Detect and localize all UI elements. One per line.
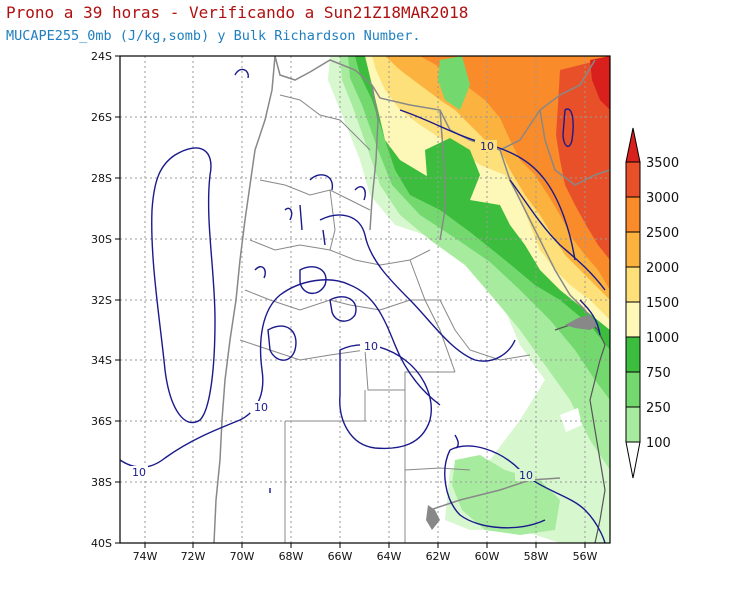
lat-tick-30s: 30S — [91, 233, 112, 246]
colorbar-seg-2000 — [625, 266, 641, 303]
richardson-contours — [120, 68, 606, 543]
colorbar-top-arrow — [625, 127, 641, 163]
lat-tick-34s: 34S — [91, 354, 112, 367]
colorbar-seg-3500 — [625, 161, 641, 198]
cape-peak-area — [590, 56, 610, 110]
lat-tick-40s: 40S — [91, 537, 112, 550]
colorbar-seg-1000 — [625, 336, 641, 373]
lon-tick-60w: 60W — [475, 550, 500, 563]
colorbar-label-100: 100 — [646, 436, 671, 451]
lon-tick-58w: 58W — [524, 550, 549, 563]
contour-label-3: 10 — [254, 401, 268, 414]
colorbar-seg-250 — [625, 406, 641, 443]
bay-outline — [426, 505, 440, 530]
lat-tick-36s: 36S — [91, 415, 112, 428]
colorbar-label-3000: 3000 — [646, 191, 679, 206]
lon-tick-72w: 72W — [181, 550, 206, 563]
colorbar-seg-2500 — [625, 231, 641, 268]
colorbar-label-750: 750 — [646, 366, 671, 381]
lat-tick-28s: 28S — [91, 172, 112, 185]
contour-label-1: 10 — [480, 140, 494, 153]
colorbar-seg-1500 — [625, 301, 641, 338]
colorbar-label-3500: 3500 — [646, 156, 679, 171]
lon-tick-62w: 62W — [426, 550, 451, 563]
map-subtitle: MUCAPE255_0mb (J/kg,somb) y Bulk Richard… — [6, 28, 421, 44]
axis-ticks — [115, 55, 586, 548]
lon-tick-74w: 74W — [133, 550, 158, 563]
lon-tick-68w: 68W — [279, 550, 304, 563]
cape-green-pocket — [425, 138, 480, 205]
province-borders — [239, 94, 531, 543]
lat-tick-26s: 26S — [91, 111, 112, 124]
cape-south-patch — [452, 455, 560, 535]
contour-label-4: 10 — [132, 466, 146, 479]
country-borders — [213, 56, 610, 543]
lat-tick-32s: 32S — [91, 294, 112, 307]
cape-shading — [328, 56, 610, 543]
map-title: Prono a 39 horas - Verificando a Sun21Z1… — [6, 3, 469, 22]
contour-label-5: 10 — [519, 469, 533, 482]
cape-white-hole — [560, 408, 582, 432]
lat-tick-38s: 38S — [91, 476, 112, 489]
colorbar — [625, 127, 641, 479]
colorbar-label-250: 250 — [646, 401, 671, 416]
cape-green-pocket-2 — [438, 56, 470, 110]
lat-tick-24s: 24S — [91, 50, 112, 63]
colorbar-seg-750 — [625, 371, 641, 408]
lon-tick-70w: 70W — [230, 550, 255, 563]
colorbar-bottom-arrow — [625, 441, 641, 479]
lon-tick-64w: 64W — [377, 550, 402, 563]
estuary-outline — [565, 315, 598, 330]
colorbar-label-1000: 1000 — [646, 331, 679, 346]
colorbar-label-1500: 1500 — [646, 296, 679, 311]
lon-tick-56w: 56W — [573, 550, 598, 563]
colorbar-label-2500: 2500 — [646, 226, 679, 241]
contour-label-2: 10 — [364, 340, 378, 353]
colorbar-seg-3000 — [625, 196, 641, 233]
lon-tick-66w: 66W — [328, 550, 353, 563]
colorbar-label-2000: 2000 — [646, 261, 679, 276]
